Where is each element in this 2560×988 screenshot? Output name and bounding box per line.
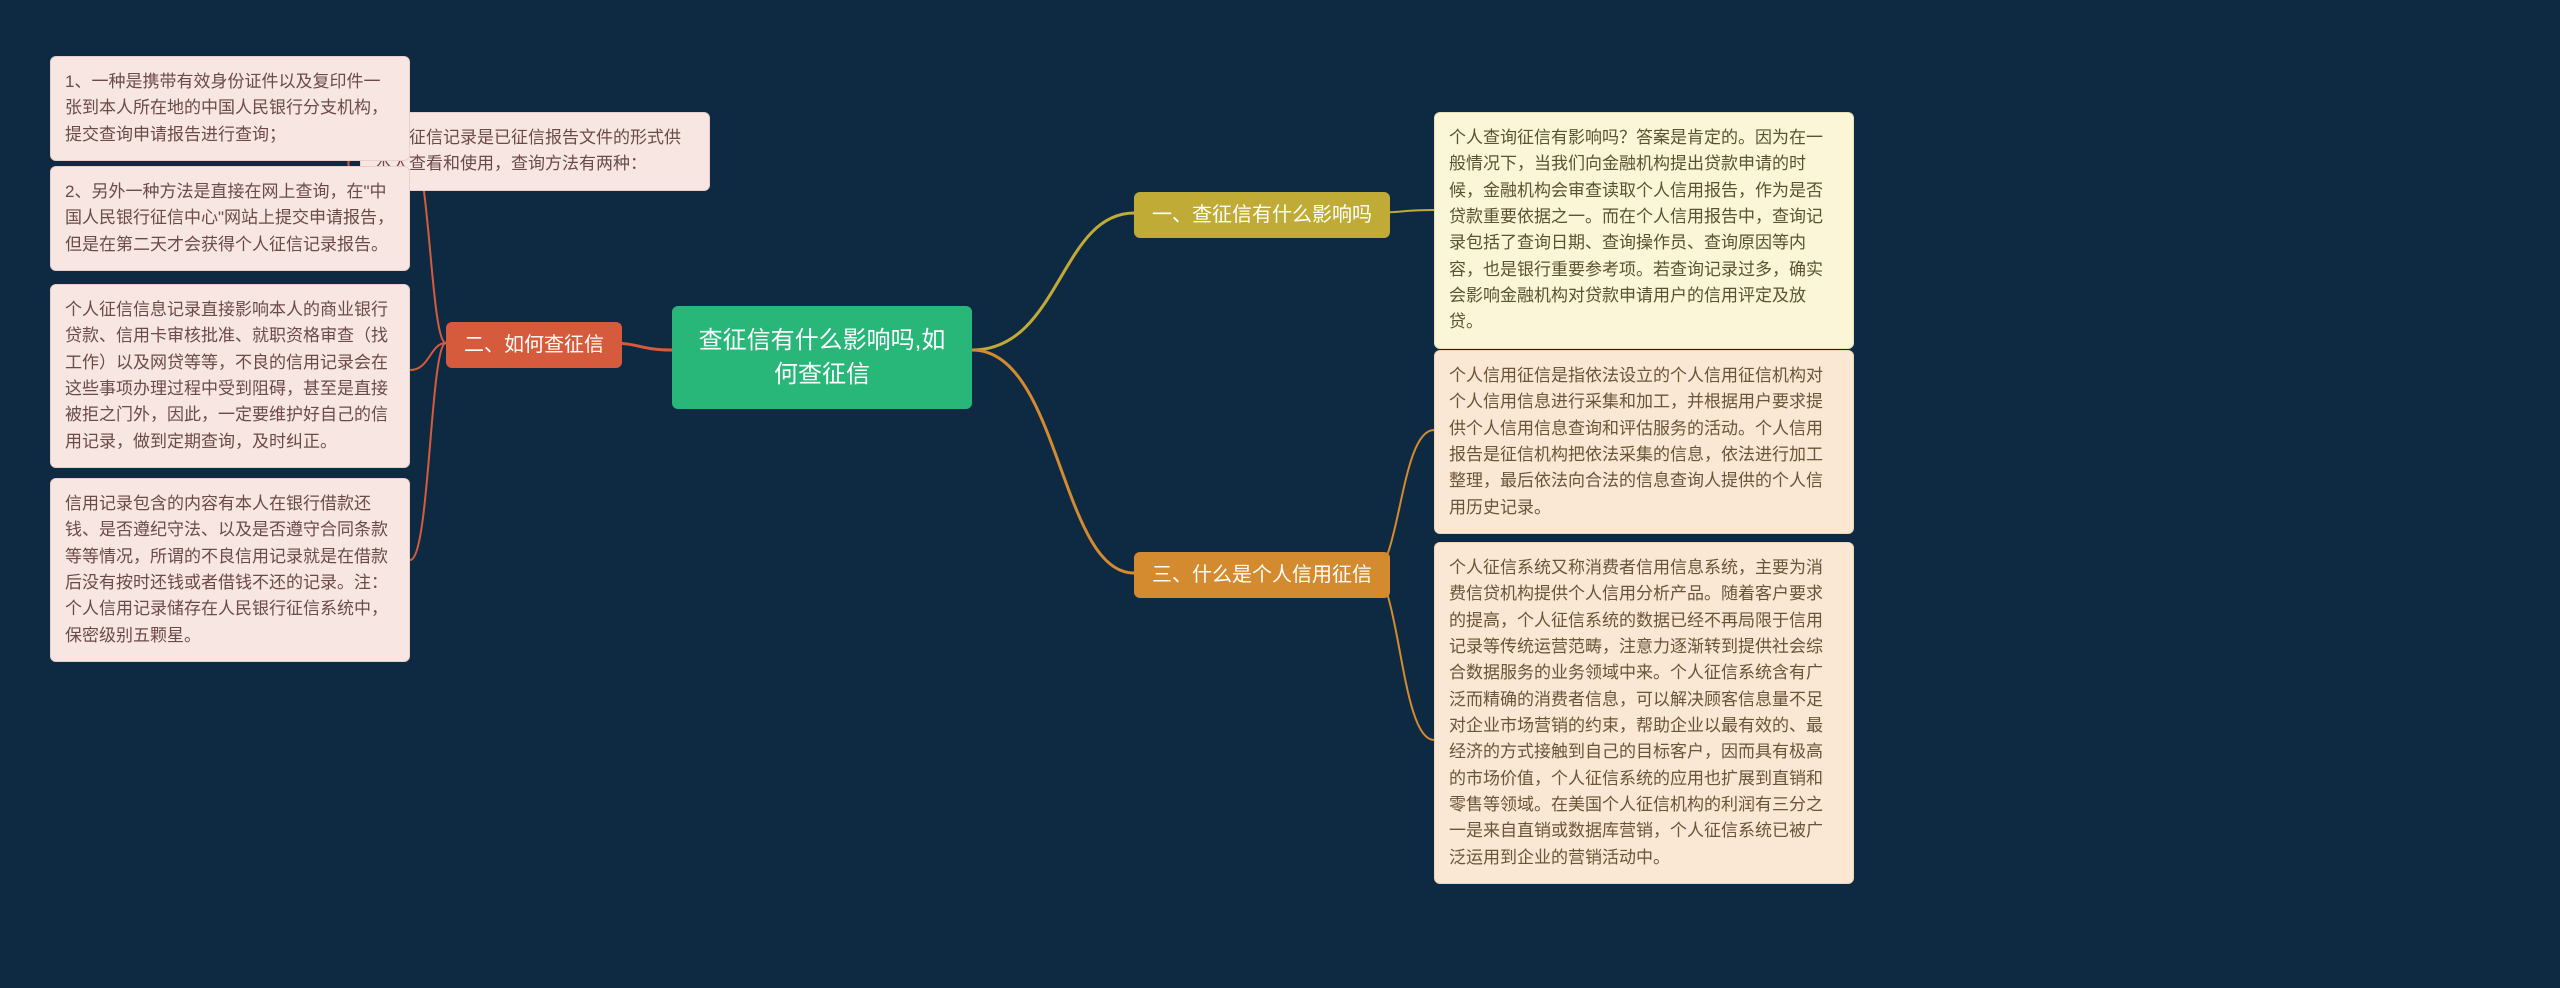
branch-1-leaf-0[interactable]: 个人查询征信有影响吗？答案是肯定的。因为在一般情况下，当我们向金融机构提出贷款申…: [1434, 112, 1854, 349]
branch-2-leaf-0-child-1[interactable]: 2、另外一种方法是直接在网上查询，在"中国人民银行征信中心"网站上提交申请报告，…: [50, 166, 410, 271]
branch-1[interactable]: 一、查征信有什么影响吗: [1134, 192, 1390, 238]
branch-2-leaf-0-child-0[interactable]: 1、一种是携带有效身份证件以及复印件一张到本人所在地的中国人民银行分支机构，提交…: [50, 56, 410, 161]
branch-2-leaf-0[interactable]: 个人征信记录是已征信报告文件的形式供本人查看和使用，查询方法有两种：: [360, 112, 710, 191]
branch-3[interactable]: 三、什么是个人信用征信: [1134, 552, 1390, 598]
mindmap-center[interactable]: 查征信有什么影响吗,如何查征信: [672, 306, 972, 409]
branch-2-leaf-2[interactable]: 信用记录包含的内容有本人在银行借款还钱、是否遵纪守法、以及是否遵守合同条款等等情…: [50, 478, 410, 662]
branch-2[interactable]: 二、如何查征信: [446, 322, 622, 368]
branch-2-leaf-1[interactable]: 个人征信信息记录直接影响本人的商业银行贷款、信用卡审核批准、就职资格审查（找工作…: [50, 284, 410, 468]
branch-3-leaf-1[interactable]: 个人征信系统又称消费者信用信息系统，主要为消费信贷机构提供个人信用分析产品。随着…: [1434, 542, 1854, 884]
branch-3-leaf-0[interactable]: 个人信用征信是指依法设立的个人信用征信机构对个人信用信息进行采集和加工，并根据用…: [1434, 350, 1854, 534]
